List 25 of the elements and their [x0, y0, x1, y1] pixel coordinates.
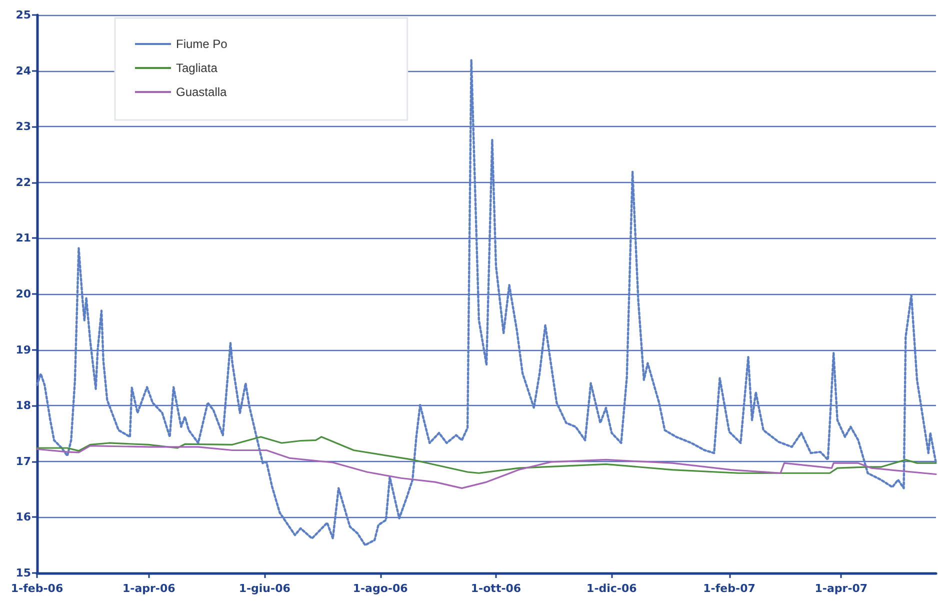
- line-series: [36, 444, 937, 489]
- y-tick-label: 20: [16, 288, 32, 300]
- y-tick-label: 21: [16, 232, 31, 245]
- x-tick-label: 1-feb-06: [10, 582, 64, 595]
- line-series: [36, 436, 937, 474]
- y-tick-label: 19: [16, 343, 31, 356]
- y-tick-label: 16: [16, 510, 32, 524]
- legend-label: Fiume Po: [176, 37, 228, 51]
- y-tick-label: 22: [16, 176, 31, 189]
- x-tick-label: 1-feb-07: [703, 582, 756, 595]
- y-tick-label: 24: [16, 64, 32, 78]
- x-tick-label: 1-apr-06: [122, 582, 176, 595]
- y-tick-label: 23: [16, 120, 31, 134]
- y-tick-label: 15: [16, 566, 31, 580]
- x-tick-label: 1-apr-07: [814, 582, 868, 595]
- line-series: [36, 59, 938, 546]
- y-tick-label: 25: [16, 8, 31, 22]
- legend-label: Guastalla: [176, 85, 228, 99]
- legend-label: Tagliata: [176, 61, 218, 75]
- y-tick-label: 18: [16, 399, 31, 412]
- x-tick-label: 1-ott-06: [470, 582, 522, 595]
- y-tick-label: 17: [16, 454, 31, 468]
- x-tick-label: 1-giu-06: [238, 582, 291, 595]
- x-tick-label: 1-dic-06: [586, 582, 638, 595]
- x-tick-label: 1-ago-06: [352, 582, 408, 595]
